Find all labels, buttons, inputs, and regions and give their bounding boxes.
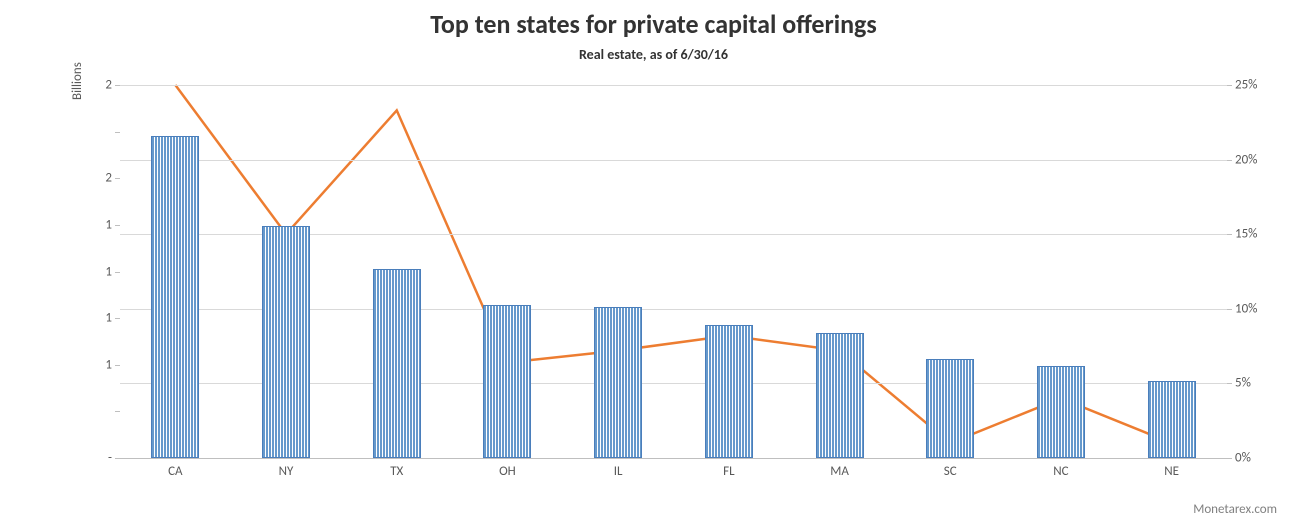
x-tick-label: CA	[168, 464, 182, 479]
y-left-tick	[115, 458, 120, 459]
bar	[373, 269, 421, 458]
bar	[151, 136, 199, 458]
bar-slot: MA	[784, 85, 895, 458]
plot-area: 0%5%10%15%20%25%-111122CANYTXOHILFLMASCN…	[120, 85, 1227, 459]
bar	[483, 305, 531, 458]
x-tick-label: SC	[944, 464, 957, 479]
y-right-tick	[1227, 234, 1232, 235]
bar-slot: IL	[563, 85, 674, 458]
x-tick-label: FL	[723, 464, 734, 479]
y-right-tick	[1227, 309, 1232, 310]
attribution-text: Monetarex.com	[1193, 502, 1277, 517]
x-tick-label: NE	[1164, 464, 1179, 479]
y-right-tick	[1227, 458, 1232, 459]
bar-slot: NY	[231, 85, 342, 458]
x-tick-label: NC	[1053, 464, 1068, 479]
bar	[1037, 366, 1085, 458]
chart-container: Top ten states for private capital offer…	[0, 0, 1307, 529]
bar	[705, 325, 753, 458]
y-right-tick	[1227, 383, 1232, 384]
chart-subtitle: Real estate, as of 6/30/16	[0, 46, 1307, 63]
bar	[816, 333, 864, 458]
bar	[926, 359, 974, 458]
y-axis-left-title: Billions	[70, 62, 85, 100]
bar-slot: FL	[674, 85, 785, 458]
bar-slot: SC	[895, 85, 1006, 458]
x-tick-label: IL	[614, 464, 623, 479]
x-tick-label: NY	[279, 464, 294, 479]
y-right-tick	[1227, 85, 1232, 86]
bar	[262, 226, 310, 458]
x-tick-label: MA	[830, 464, 849, 479]
bar-slot: OH	[452, 85, 563, 458]
x-tick-label: TX	[390, 464, 403, 479]
bar	[594, 307, 642, 458]
x-tick-label: OH	[499, 464, 516, 479]
bar-slot: NE	[1116, 85, 1227, 458]
bar-slot: NC	[1006, 85, 1117, 458]
bar-slot: TX	[341, 85, 452, 458]
bar-slot: CA	[120, 85, 231, 458]
chart-title: Top ten states for private capital offer…	[0, 8, 1307, 40]
y-right-tick	[1227, 160, 1232, 161]
bar	[1148, 381, 1196, 458]
